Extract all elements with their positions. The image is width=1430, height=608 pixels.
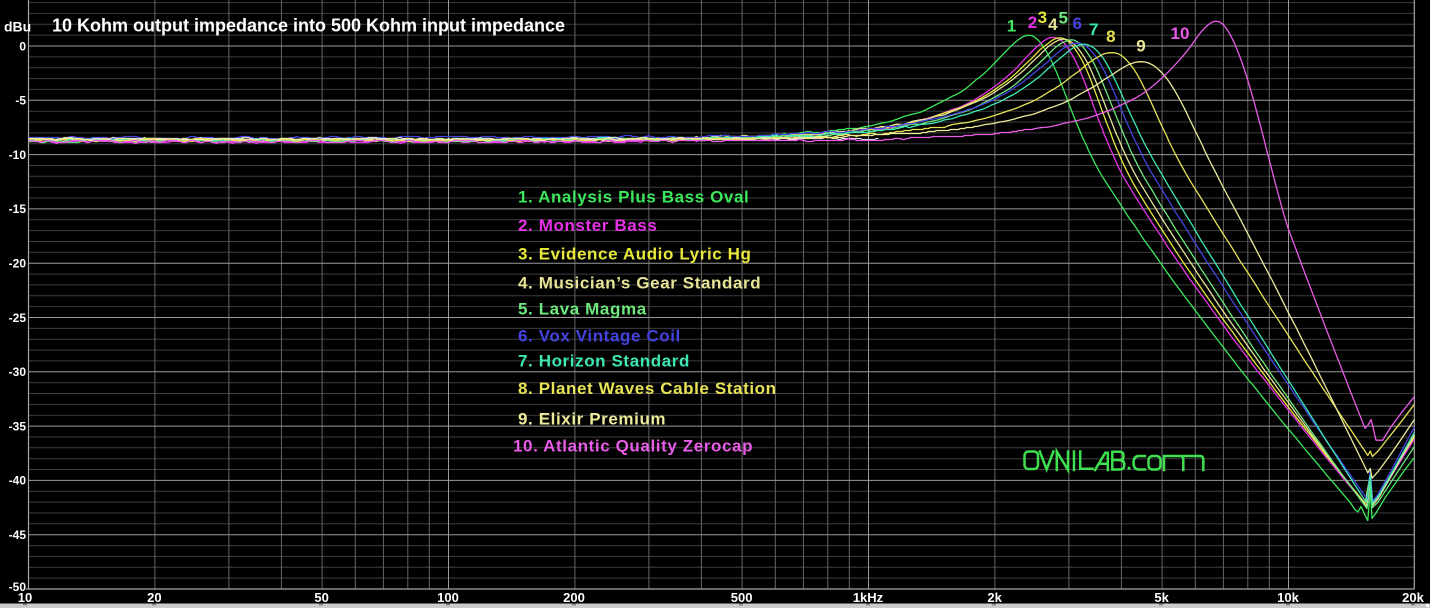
svg-text:dBu: dBu [4,19,31,35]
svg-text:9: 9 [1136,37,1145,56]
svg-text:3. Evidence Audio Lyric Hg: 3. Evidence Audio Lyric Hg [518,244,752,263]
svg-text:4. Musician’s Gear Standard: 4. Musician’s Gear Standard [518,273,761,292]
svg-text:5. Lava Magma: 5. Lava Magma [518,300,647,319]
svg-text:200: 200 [563,590,585,605]
svg-text:-35: -35 [9,419,27,433]
svg-text:50: 50 [314,590,328,605]
svg-text:4: 4 [1048,15,1058,34]
svg-text:6: 6 [1072,14,1081,33]
svg-text:100: 100 [437,590,459,605]
svg-text:-5: -5 [15,94,26,108]
svg-text:2: 2 [1028,13,1037,32]
svg-text:1. Analysis Plus Bass Oval: 1. Analysis Plus Bass Oval [518,188,749,207]
svg-text:10. Atlantic Quality Zerocap: 10. Atlantic Quality Zerocap [513,437,753,456]
svg-text:3: 3 [1038,8,1047,27]
svg-text:9. Elixir Premium: 9. Elixir Premium [518,409,666,428]
svg-text:500: 500 [731,590,753,605]
svg-text:-45: -45 [9,528,27,542]
svg-text:5: 5 [1058,9,1067,28]
svg-text:2. Monster Bass: 2. Monster Bass [518,216,657,235]
svg-text:10 Kohm output impedance into: 10 Kohm output impedance into 500 Kohm i… [52,16,565,36]
svg-text:0: 0 [19,39,26,53]
svg-text:10: 10 [1171,24,1190,43]
svg-text:1: 1 [1007,17,1016,36]
svg-text:20: 20 [147,590,161,605]
svg-text:-10: -10 [9,148,27,162]
svg-text:1kHz: 1kHz [853,590,884,605]
svg-text:-30: -30 [9,365,27,379]
svg-text:-40: -40 [9,474,27,488]
svg-text:6. Vox Vintage Coil: 6. Vox Vintage Coil [518,326,681,345]
svg-text:-20: -20 [9,257,27,271]
svg-text:7: 7 [1089,20,1098,39]
svg-text:10: 10 [18,590,32,605]
svg-text:8. Planet Waves Cable Station: 8. Planet Waves Cable Station [518,379,777,398]
svg-text:20k: 20k [1402,590,1424,605]
svg-text:8: 8 [1106,27,1115,46]
svg-text:5k: 5k [1154,590,1169,605]
svg-text:-25: -25 [9,311,27,325]
svg-text:-50: -50 [9,580,27,594]
svg-text:-15: -15 [9,202,27,216]
svg-text:2k: 2k [987,590,1002,605]
svg-text:7. Horizon Standard: 7. Horizon Standard [518,352,690,371]
svg-text:10k: 10k [1277,590,1299,605]
